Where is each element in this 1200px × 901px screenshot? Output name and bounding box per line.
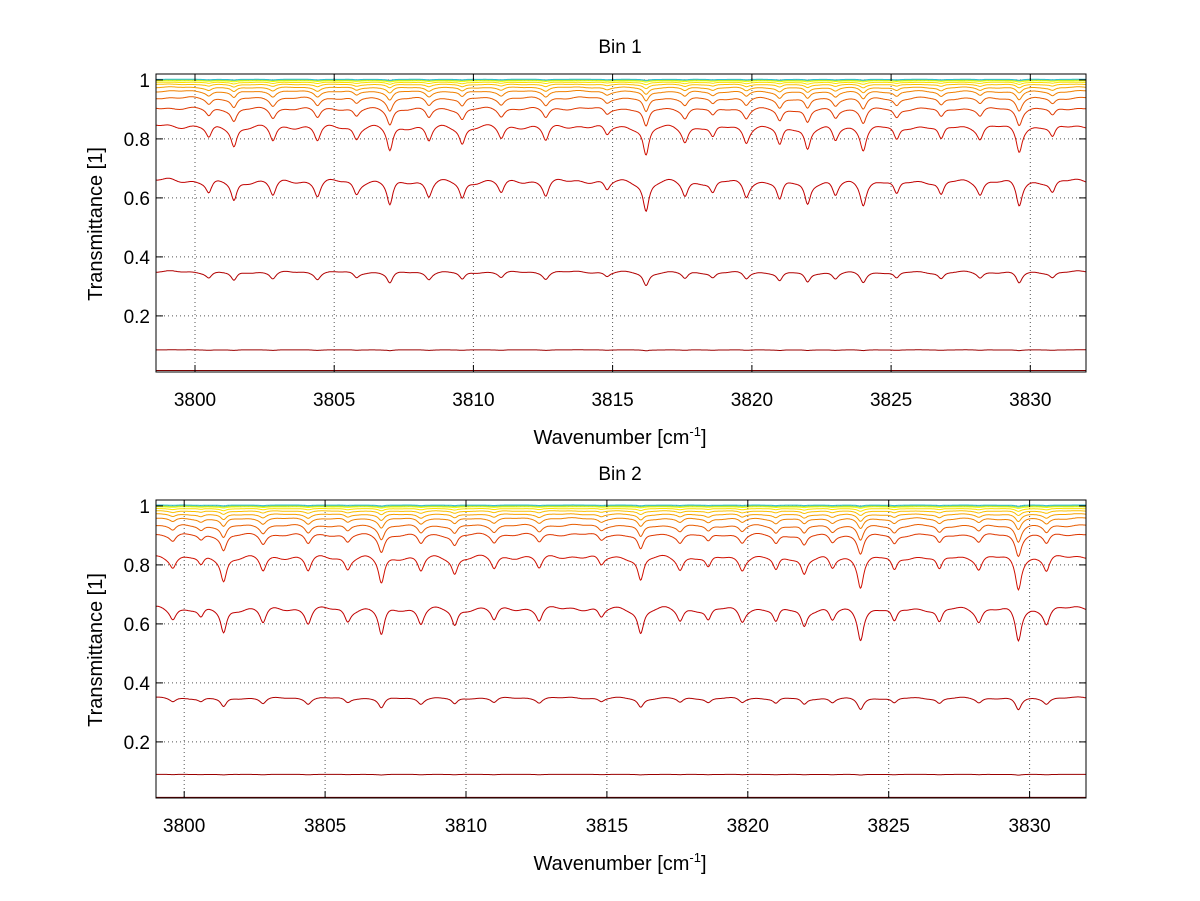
series-line (155, 96, 1086, 113)
y-tick-label: 1 (139, 71, 150, 92)
chart-panel-bin-1: Bin 1 3800 3805 3810 3815 3820 3825 3830 0.20.… (85, 37, 1087, 449)
series-line (155, 124, 1086, 156)
series-line (156, 349, 1086, 352)
series-line (155, 106, 1086, 127)
series-line (156, 79, 1086, 82)
y-tick-label: 0.8 (124, 556, 150, 577)
series-line (156, 270, 1086, 287)
x-tick-label: 3810 (445, 816, 487, 837)
series-line (156, 81, 1086, 86)
series-line (156, 505, 1086, 508)
series-line (156, 532, 1087, 558)
chart-panel-bin-2: Bin 2 3800 3805 3810 3815 3820 3825 3830 0.20.… (85, 464, 1087, 875)
series-line (155, 523, 1086, 544)
series-group (155, 504, 1087, 798)
x-tick-label: 3810 (452, 390, 494, 411)
x-tick-label: 3805 (304, 816, 346, 837)
series-line (155, 554, 1087, 591)
x-tick-label: 3825 (868, 816, 910, 837)
x-tick-label: 3830 (1008, 816, 1050, 837)
x-tick-label: 3820 (731, 390, 773, 411)
series-line (156, 504, 1086, 507)
series-line (156, 83, 1086, 90)
y-tick-label: 0.2 (124, 733, 150, 754)
y-tick-label: 0.4 (124, 248, 151, 269)
x-tick-label: 3830 (1009, 390, 1051, 411)
y-tick-label: 0.8 (124, 130, 150, 151)
x-tick-label: 3805 (313, 390, 355, 411)
series-line (156, 605, 1087, 642)
series-line (156, 86, 1086, 95)
series-line (156, 80, 1086, 83)
chart-title: Bin 1 (598, 37, 641, 58)
x-tick-label: 3825 (870, 390, 912, 411)
y-axis-label: Transmittance [1] (85, 147, 107, 301)
x-tick-label: 3820 (727, 816, 769, 837)
y-tick-label: 0.4 (124, 674, 151, 695)
series-line (156, 78, 1086, 81)
series-line (156, 177, 1086, 212)
series-line (156, 506, 1086, 509)
y-tick-label: 1 (139, 497, 150, 518)
series-group (155, 78, 1086, 371)
y-tick-label: 0.6 (124, 189, 150, 210)
x-tick-label: 3800 (174, 390, 216, 411)
series-line (156, 510, 1086, 517)
y-ticks: 0.2 0.4 0.6 0.8 1 (124, 71, 1086, 328)
x-tick-label: 3815 (586, 816, 628, 837)
plot-frame (155, 499, 1087, 799)
y-axis-label: Transmittance [1] (85, 573, 107, 727)
series-line (156, 696, 1087, 711)
y-tick-label: 0.2 (124, 307, 150, 328)
x-tick-label: 3800 (163, 816, 205, 837)
series-line (156, 517, 1087, 531)
series-line (156, 773, 1086, 776)
x-axis-label: Wavenumber [cm-1] (533, 850, 706, 875)
plot-frame (155, 73, 1087, 373)
series-line (156, 90, 1086, 102)
x-ticks: 3800 3805 3810 3815 3820 3825 3830 (163, 500, 1051, 837)
y-tick-label: 0.6 (124, 615, 150, 636)
y-ticks: 0.2 0.4 0.6 0.8 1 (124, 497, 1086, 754)
chart-title: Bin 2 (598, 464, 641, 485)
x-axis-label: Wavenumber [cm-1] (533, 424, 706, 449)
x-tick-label: 3815 (591, 390, 633, 411)
x-ticks: 3800 3805 3810 3815 3820 3825 3830 (174, 74, 1051, 411)
series-line (156, 508, 1086, 512)
series-line (155, 513, 1087, 523)
